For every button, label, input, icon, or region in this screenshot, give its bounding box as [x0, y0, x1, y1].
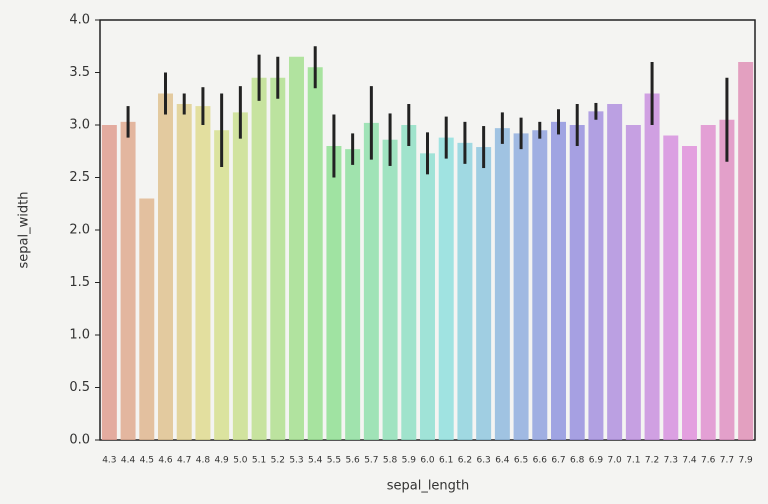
y-tick-label: 1.0 — [69, 328, 90, 343]
bar — [326, 146, 342, 440]
bar — [382, 139, 398, 440]
x-tick-label: 7.3 — [664, 456, 678, 466]
bar — [420, 153, 435, 440]
bar — [738, 62, 754, 440]
bar — [214, 130, 230, 440]
x-tick-label: 6.4 — [495, 456, 510, 466]
x-tick-label: 5.4 — [308, 456, 323, 466]
bar — [232, 112, 248, 441]
x-tick-label: 5.5 — [327, 456, 341, 466]
bar — [363, 122, 379, 441]
y-tick-label: 3.5 — [69, 65, 90, 80]
x-tick-label: 5.6 — [345, 456, 360, 466]
x-tick-label: 4.8 — [196, 456, 211, 466]
x-tick-label: 5.8 — [383, 456, 398, 466]
x-tick-label: 5.9 — [402, 456, 417, 466]
y-tick-label: 4.0 — [69, 13, 90, 28]
bar — [625, 125, 641, 440]
x-tick-label: 4.9 — [214, 456, 229, 466]
bar — [457, 142, 473, 440]
bar — [607, 104, 623, 440]
x-tick-label: 4.7 — [177, 456, 191, 466]
x-tick-label: 6.7 — [551, 456, 565, 466]
x-tick-label: 7.9 — [738, 456, 753, 466]
x-tick-label: 4.4 — [121, 456, 136, 466]
y-tick-label: 3.0 — [69, 118, 90, 133]
x-tick-label: 4.3 — [102, 456, 116, 466]
x-tick-label: 4.6 — [158, 456, 173, 466]
x-tick-label: 5.2 — [271, 456, 285, 466]
bar — [513, 133, 529, 440]
bar — [438, 137, 454, 440]
x-tick-label: 5.1 — [252, 456, 266, 466]
bar — [476, 147, 492, 441]
x-tick-label: 6.6 — [533, 456, 548, 466]
x-tick-label: 7.0 — [607, 456, 622, 466]
bar — [101, 125, 117, 440]
x-tick-label: 7.6 — [701, 456, 716, 466]
bar — [663, 135, 679, 440]
y-tick-label: 2.0 — [69, 223, 90, 238]
x-tick-label: 6.1 — [439, 456, 453, 466]
x-tick-label: 7.2 — [645, 456, 659, 466]
x-tick-label: 5.3 — [289, 456, 303, 466]
y-axis-label: sepal_width — [17, 192, 32, 269]
bar — [251, 77, 267, 440]
bar — [494, 128, 510, 440]
x-tick-label: 6.5 — [514, 456, 528, 466]
x-tick-label: 5.7 — [364, 456, 378, 466]
bar — [120, 121, 136, 440]
bar — [401, 125, 417, 440]
bar — [532, 130, 548, 440]
x-tick-label: 6.0 — [420, 456, 435, 466]
bar — [158, 93, 173, 440]
bar — [307, 67, 323, 440]
x-tick-label: 6.8 — [570, 456, 585, 466]
bar — [700, 125, 716, 440]
x-tick-label: 7.1 — [626, 456, 640, 466]
x-tick-label: 6.9 — [589, 456, 604, 466]
bar — [569, 125, 585, 440]
y-tick-label: 0.5 — [69, 380, 90, 395]
bar — [644, 93, 660, 440]
x-tick-label: 4.5 — [140, 456, 154, 466]
x-tick-label: 6.3 — [476, 456, 490, 466]
y-tick-label: 1.5 — [69, 275, 90, 290]
bar — [139, 198, 155, 440]
bar — [289, 56, 304, 440]
y-tick-label: 0.0 — [69, 433, 90, 448]
x-tick-label: 5.0 — [233, 456, 248, 466]
bar — [588, 111, 604, 440]
x-tick-label: 6.2 — [458, 456, 472, 466]
bar — [195, 106, 211, 440]
bar — [270, 77, 286, 440]
bar — [682, 146, 697, 440]
bar — [719, 119, 735, 440]
x-axis-label: sepal_length — [387, 479, 470, 494]
bar — [345, 149, 361, 440]
x-tick-label: 7.4 — [682, 456, 697, 466]
bar — [551, 121, 566, 440]
y-tick-label: 2.5 — [69, 170, 90, 185]
bar — [176, 104, 192, 440]
x-tick-label: 7.7 — [720, 456, 734, 466]
